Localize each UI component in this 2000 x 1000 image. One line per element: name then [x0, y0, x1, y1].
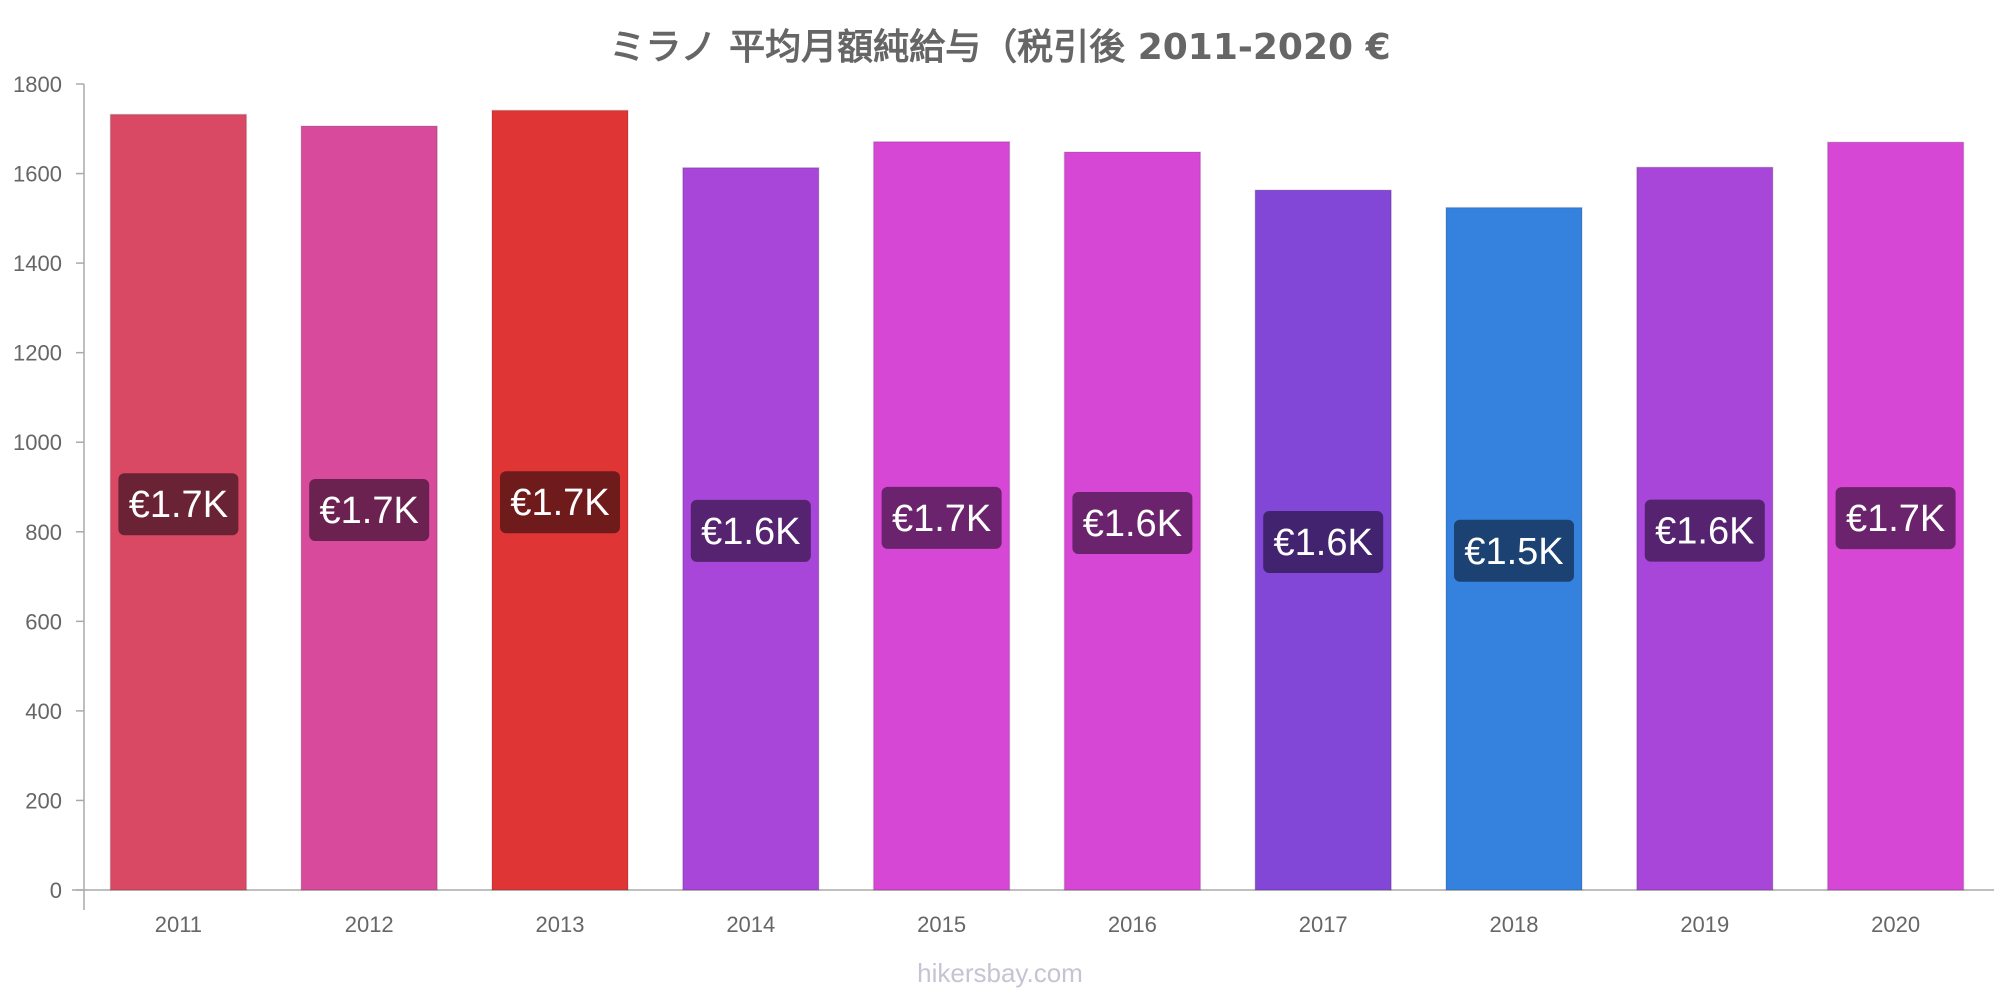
data-label-box	[1454, 519, 1574, 582]
watermark: hikersbay.com	[917, 958, 1083, 988]
data-label: €1.6K	[1274, 522, 1373, 564]
x-tick-label: 2016	[1108, 912, 1157, 937]
data-label-box	[1835, 487, 1956, 550]
data-label: €1.5K	[1464, 531, 1563, 573]
x-tick-label: 2013	[536, 912, 585, 937]
data-label-box	[500, 471, 620, 534]
x-tick-label: 2012	[345, 912, 394, 937]
data-label: €1.6K	[1083, 503, 1182, 545]
data-label: €1.7K	[129, 484, 228, 526]
data-label: €1.7K	[510, 482, 609, 524]
x-tick-label: 2019	[1680, 912, 1729, 937]
y-tick-label: 1800	[13, 72, 62, 97]
data-label-box	[881, 486, 1002, 549]
data-label-box	[118, 473, 239, 536]
y-tick-label: 1000	[13, 430, 62, 455]
chart-title: ミラノ 平均月額純給与（税引後 2011-2020 €	[609, 27, 1391, 68]
data-label: €1.7K	[1846, 498, 1945, 540]
data-label-box	[1644, 499, 1765, 562]
data-label-box	[309, 479, 430, 542]
data-label: €1.7K	[320, 490, 419, 532]
y-tick-label: 1400	[13, 251, 62, 276]
data-label-box	[690, 499, 811, 562]
x-tick-label: 2018	[1490, 912, 1539, 937]
data-label-box	[1263, 511, 1384, 574]
data-label: €1.7K	[892, 498, 991, 540]
x-tick-label: 2020	[1871, 912, 1920, 937]
data-label: €1.6K	[1655, 511, 1754, 553]
y-tick-label: 600	[25, 609, 62, 634]
x-tick-label: 2011	[155, 912, 202, 937]
y-tick-label: 1200	[13, 341, 62, 366]
data-label-box	[1072, 492, 1193, 555]
y-tick-label: 400	[25, 699, 62, 724]
y-tick-label: 1600	[13, 162, 62, 187]
x-tick-label: 2017	[1299, 912, 1348, 937]
data-label: €1.6K	[701, 511, 800, 553]
y-tick-label: 0	[50, 878, 62, 903]
y-tick-label: 200	[25, 788, 62, 813]
x-tick-label: 2015	[917, 912, 966, 937]
x-tick-label: 2014	[726, 912, 775, 937]
y-tick-label: 800	[25, 520, 62, 545]
